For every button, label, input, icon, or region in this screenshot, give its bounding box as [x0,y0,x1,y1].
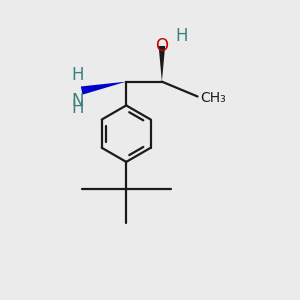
Polygon shape [159,46,165,82]
Text: H: H [72,100,84,118]
Text: N: N [72,92,84,110]
Text: H: H [72,66,84,84]
Text: CH₃: CH₃ [200,91,226,105]
Polygon shape [81,82,126,94]
Text: O: O [155,37,168,55]
Text: H: H [175,27,188,45]
